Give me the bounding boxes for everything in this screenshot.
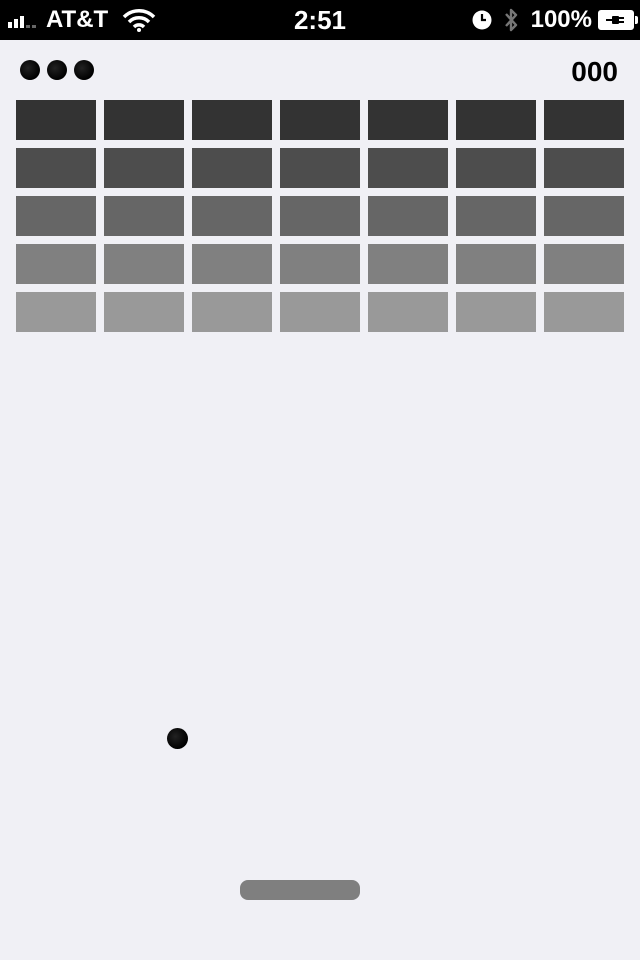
brick — [280, 244, 360, 284]
brick — [368, 292, 448, 332]
brick — [368, 148, 448, 188]
brick — [16, 100, 96, 140]
life-ball — [47, 60, 67, 80]
alarm-clock-icon — [472, 10, 492, 30]
brick — [192, 100, 272, 140]
brick — [280, 148, 360, 188]
brick — [456, 292, 536, 332]
brick — [544, 292, 624, 332]
brick — [368, 100, 448, 140]
wifi-icon — [122, 9, 156, 32]
signal-icon — [8, 12, 36, 28]
battery-percent: 100% — [530, 6, 592, 33]
battery-charging-icon — [598, 10, 638, 30]
brick — [192, 244, 272, 284]
brick — [456, 100, 536, 140]
brick — [368, 244, 448, 284]
brick — [104, 100, 184, 140]
brick — [456, 196, 536, 236]
brick — [16, 292, 96, 332]
brick — [192, 148, 272, 188]
score-display: 000 — [571, 56, 618, 87]
brick — [104, 148, 184, 188]
life-ball — [74, 60, 94, 80]
brick — [280, 100, 360, 140]
brick — [544, 244, 624, 284]
brick — [456, 244, 536, 284]
brick — [192, 196, 272, 236]
brick — [104, 196, 184, 236]
brick — [16, 244, 96, 284]
brick — [16, 148, 96, 188]
brick — [368, 196, 448, 236]
brick — [192, 292, 272, 332]
status-right: 100% — [471, 0, 638, 40]
brick — [544, 100, 624, 140]
ball — [167, 728, 188, 749]
brick — [280, 196, 360, 236]
brick — [104, 292, 184, 332]
brick — [16, 196, 96, 236]
status-bar: AT&T 2:51 100% — [0, 0, 640, 40]
lives-indicator — [20, 60, 94, 80]
brick — [544, 148, 624, 188]
brick — [280, 292, 360, 332]
bluetooth-icon — [504, 8, 517, 32]
carrier-name: AT&T — [46, 6, 109, 33]
brick — [544, 196, 624, 236]
paddle[interactable] — [240, 880, 360, 900]
life-ball — [20, 60, 40, 80]
brick — [456, 148, 536, 188]
status-left: AT&T — [8, 0, 156, 40]
brick — [104, 244, 184, 284]
